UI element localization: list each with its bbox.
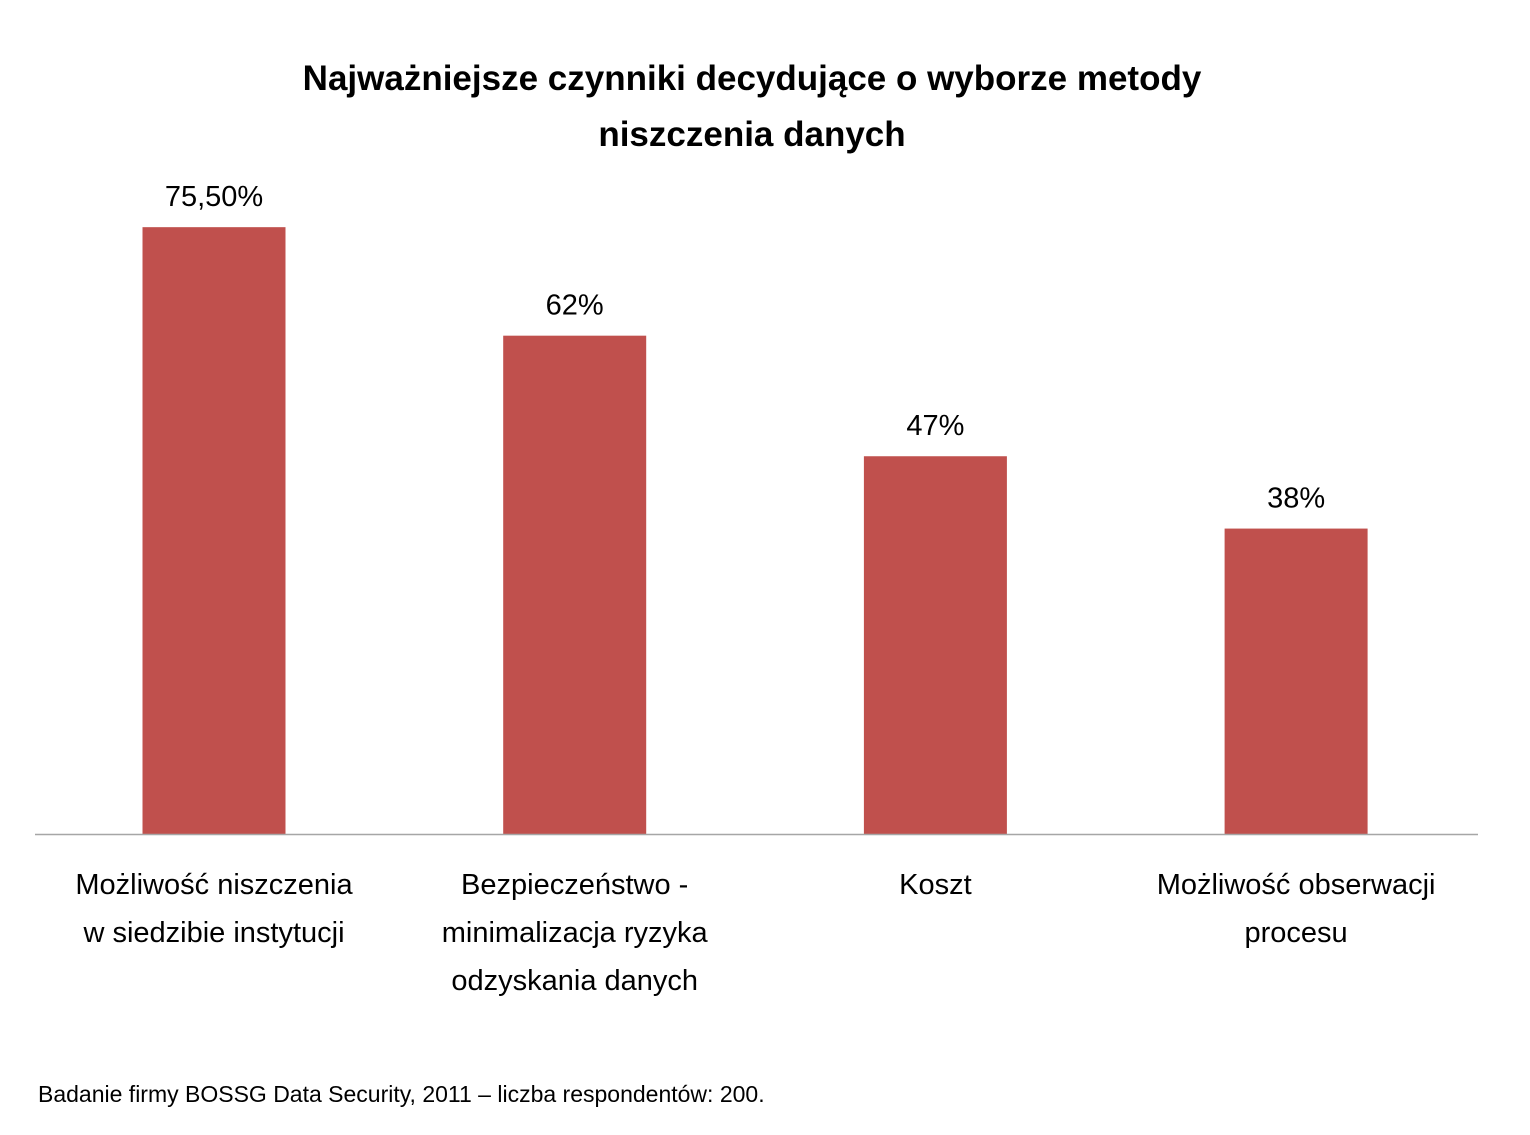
data-label: 47% <box>906 410 964 442</box>
chart-title-line: niszczenia danych <box>598 115 905 154</box>
chart-title-line: Najważniejsze czynniki decydujące o wybo… <box>303 59 1202 98</box>
category-label: Bezpieczeństwo - <box>461 869 688 901</box>
category-label: Możliwość niszczenia <box>75 869 353 901</box>
category-label: Koszt <box>899 869 972 901</box>
category-label: minimalizacja ryzyka <box>442 917 709 949</box>
data-label: 62% <box>546 290 604 322</box>
category-label: w siedzibie instytucji <box>82 917 344 949</box>
bar <box>142 227 286 834</box>
bar <box>863 456 1007 834</box>
data-label: 38% <box>1267 483 1325 515</box>
data-label: 75,50% <box>165 181 263 213</box>
bar <box>503 335 647 834</box>
bar <box>1224 528 1368 834</box>
category-label: procesu <box>1245 917 1348 949</box>
category-label: odzyskania danych <box>451 965 698 997</box>
category-label: Możliwość obserwacji <box>1157 869 1436 901</box>
footnote: Badanie firmy BOSSG Data Security, 2011 … <box>38 1081 765 1107</box>
